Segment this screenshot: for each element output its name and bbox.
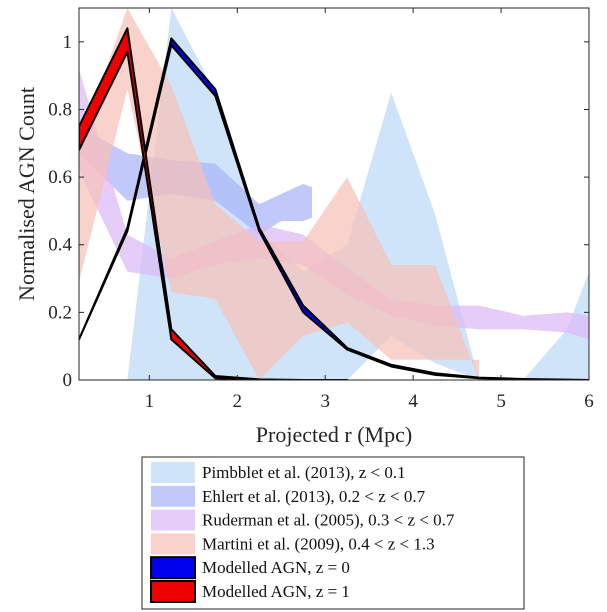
plot-frame [78, 7, 590, 381]
legend-label: Ehlert et al. (2013), 0.2 < z < 0.7 [202, 487, 426, 506]
series-modelled-agn-z-0-curve [79, 37, 589, 380]
y-tick-label: 0.2 [48, 302, 72, 323]
y-axis-title: Normalised AGN Count [14, 87, 39, 301]
legend-swatch [150, 556, 196, 580]
y-tick-label: 0.6 [48, 167, 72, 188]
series-modelled-agn-z-1-curve [79, 27, 349, 380]
legend-label: Ruderman et al. (2005), 0.3 < z < 0.7 [202, 511, 455, 530]
legend-label: Martini et al. (2009), 0.4 < z < 1.3 [202, 534, 435, 553]
legend-label: Pimbblet et al. (2013), z < 0.1 [202, 463, 406, 482]
y-tick-label: 0.8 [48, 99, 72, 120]
legend-swatch [151, 533, 195, 555]
x-tick-label: 3 [320, 391, 330, 412]
model-curves [79, 27, 589, 380]
x-tick-label: 6 [584, 391, 594, 412]
legend-swatch [150, 580, 196, 603]
y-tick-label: 1 [63, 32, 73, 53]
axis-ticks: 1 2 3 4 5 6 0 0.2 0.4 0.6 0.8 1 [48, 8, 594, 412]
legend: Pimbblet et al. (2013), z < 0.1 Ehlert et… [141, 456, 525, 610]
x-tick-label: 5 [496, 391, 506, 412]
x-tick-label: 2 [233, 391, 243, 412]
y-tick-label: 0.4 [48, 235, 72, 256]
legend-swatch [151, 509, 195, 531]
legend-swatch [151, 485, 195, 507]
legend-box [141, 456, 525, 610]
x-tick-label: 4 [408, 391, 418, 412]
y-tick-label: 0 [63, 370, 73, 391]
legend-swatch [151, 462, 195, 483]
x-axis-title: Projected r (Mpc) [256, 422, 412, 447]
legend-label: Modelled AGN, z = 0 [202, 558, 350, 577]
x-tick-label: 1 [145, 391, 155, 412]
series-martini-et-al-2009-0-4-z-1-3-band [79, 8, 480, 380]
legend-label: Modelled AGN, z = 1 [202, 582, 350, 601]
